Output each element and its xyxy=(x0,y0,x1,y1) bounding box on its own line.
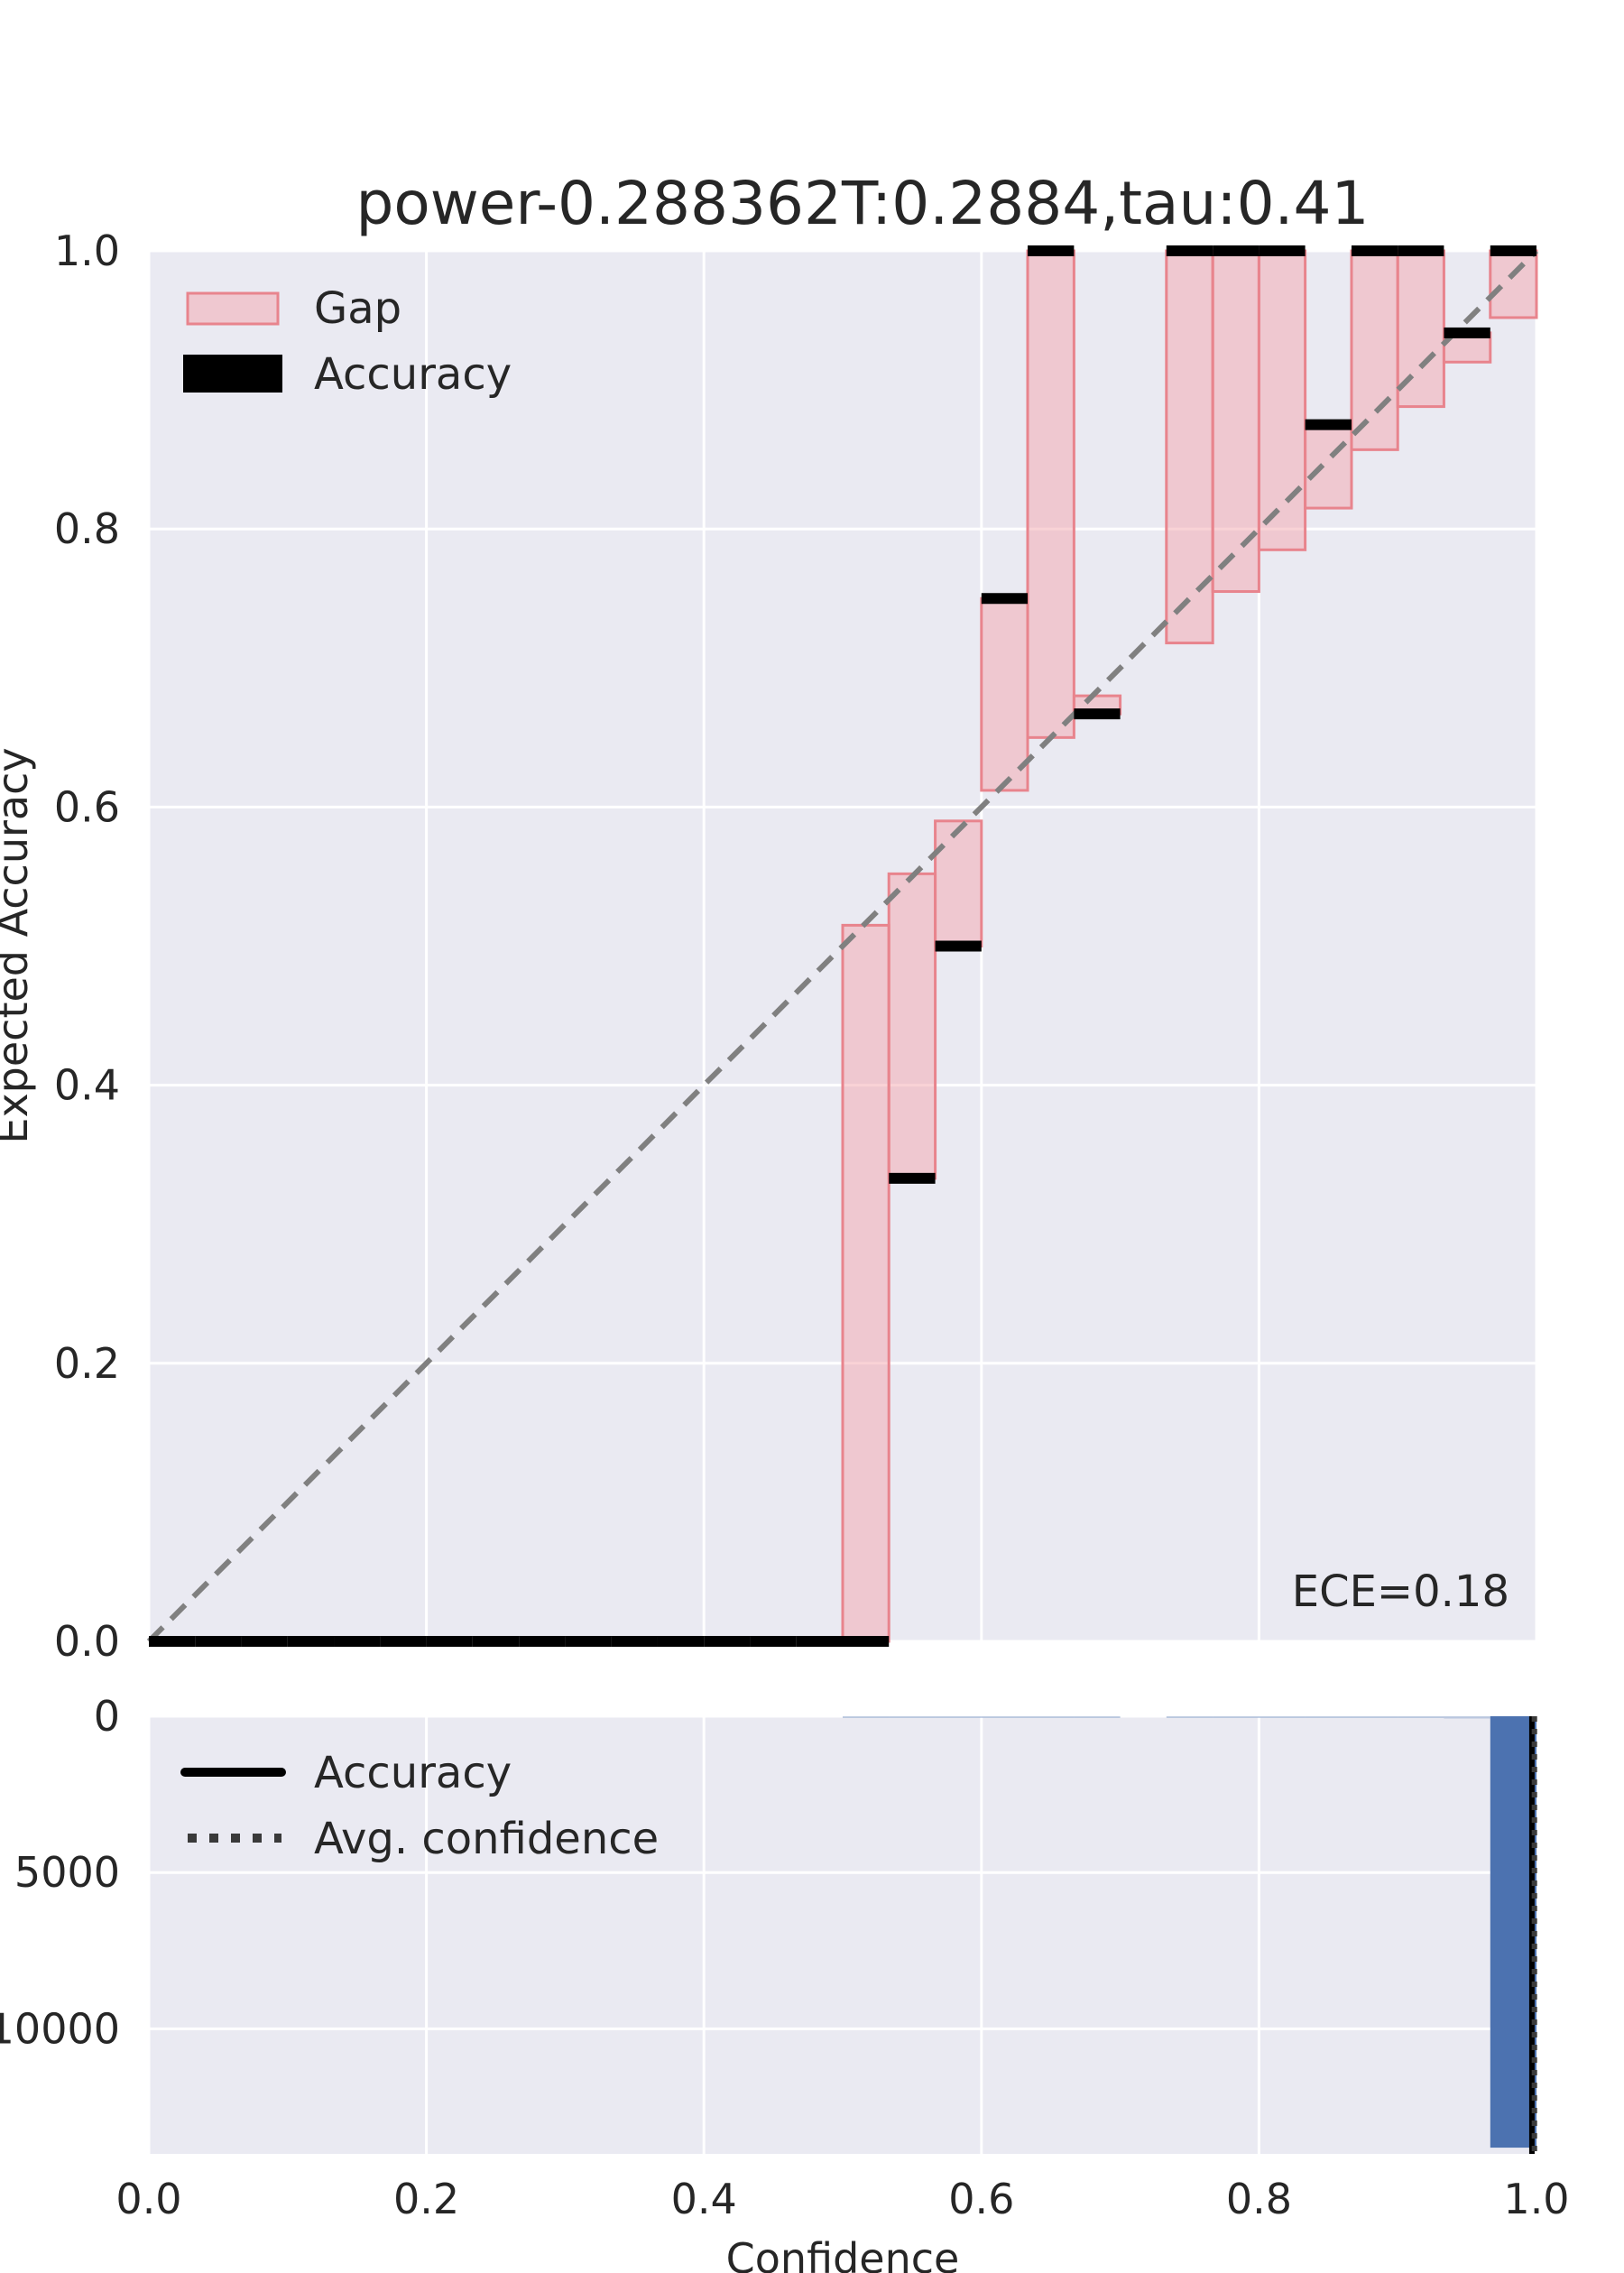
gap-bar xyxy=(1304,423,1353,510)
gap-bar xyxy=(887,872,937,1180)
y-tick-label: 0.6 xyxy=(54,782,120,831)
accuracy-mark xyxy=(1213,245,1260,256)
histogram-bar xyxy=(1166,1716,1213,1718)
gap-bar xyxy=(1165,249,1214,645)
x-axis-label: Confidence xyxy=(726,2234,960,2273)
gap-bar xyxy=(841,923,890,1643)
y-tick-label: 0.8 xyxy=(54,504,120,553)
histogram-bar xyxy=(843,1716,890,1718)
accuracy-marks xyxy=(149,245,1536,1647)
accuracy-mark xyxy=(1074,708,1121,720)
legend-gap-swatch xyxy=(186,291,280,326)
histogram-x-ticks: 0.0 0.2 0.4 0.6 0.8 1.0 xyxy=(115,2175,1569,2223)
accuracy-mark xyxy=(472,1636,520,1647)
accuracy-mark xyxy=(611,1636,658,1647)
histogram-bar xyxy=(1213,1716,1260,1718)
accuracy-mark xyxy=(565,1636,612,1647)
accuracy-mark xyxy=(241,1636,288,1647)
accuracy-mark xyxy=(195,1636,242,1647)
y-tick-label: 10000 xyxy=(0,2004,120,2053)
legend-avg-confidence-label: Avg. confidence xyxy=(314,1814,659,1864)
legend-accuracy-label: Accuracy xyxy=(314,349,512,400)
histogram-panel-background xyxy=(149,1716,1536,2154)
legend-gap-label: Gap xyxy=(314,283,401,334)
y-tick-label: 0.0 xyxy=(54,1617,120,1666)
histogram-bar xyxy=(889,1716,936,1718)
x-tick-label: 0.6 xyxy=(948,2175,1014,2223)
gap-bar xyxy=(1211,249,1260,594)
accuracy-mark xyxy=(1444,327,1490,338)
y-tick-label: 5000 xyxy=(14,1848,120,1897)
y-tick-label: 0.2 xyxy=(54,1339,120,1388)
x-tick-label: 0.4 xyxy=(671,2175,737,2223)
legend-accuracy-swatch xyxy=(183,355,282,393)
accuracy-mark xyxy=(796,1636,843,1647)
reliability-y-ticks: 0.0 0.2 0.4 0.6 0.8 1.0 xyxy=(54,226,120,1666)
x-tick-label: 0.0 xyxy=(115,2175,181,2223)
histogram-bar xyxy=(1351,1716,1398,1718)
accuracy-mark xyxy=(889,1172,936,1184)
chart-title: power-0.288362T:0.2884,tau:0.41 xyxy=(355,169,1369,238)
accuracy-mark xyxy=(935,940,982,952)
accuracy-mark xyxy=(1398,245,1444,256)
accuracy-mark xyxy=(380,1636,427,1647)
gap-bar xyxy=(934,819,983,947)
histogram-legend: Accuracy Avg. confidence xyxy=(180,1748,659,1864)
accuracy-mark xyxy=(426,1636,473,1647)
histogram-grid xyxy=(147,1714,1538,2154)
gap-bar xyxy=(1350,249,1399,451)
x-tick-label: 0.8 xyxy=(1226,2175,1292,2223)
histogram-panel: 0 5000 10000 0.0 0.2 0.4 0.6 0.8 1.0 Confidence… xyxy=(0,1692,1570,2273)
accuracy-mark xyxy=(1028,245,1075,256)
accuracy-mark xyxy=(843,1636,890,1647)
histogram-bar xyxy=(935,1716,982,1718)
accuracy-mark xyxy=(657,1636,705,1647)
histogram-bar xyxy=(1305,1716,1352,1718)
histogram-bar xyxy=(1398,1716,1444,1718)
histogram-bar xyxy=(1074,1716,1121,1718)
histogram-bar xyxy=(1490,1716,1536,2148)
legend-hist-accuracy-label: Accuracy xyxy=(314,1748,512,1798)
x-tick-label: 0.2 xyxy=(393,2175,459,2223)
accuracy-mark xyxy=(981,593,1029,605)
histogram-bars xyxy=(843,1716,1536,2148)
x-tick-label: 1.0 xyxy=(1503,2175,1569,2223)
accuracy-mark xyxy=(1351,245,1398,256)
y-tick-label: 1.0 xyxy=(54,226,120,275)
accuracy-mark xyxy=(519,1636,566,1647)
gap-bar xyxy=(980,596,1029,792)
histogram-bar xyxy=(1259,1716,1306,1718)
histogram-bar xyxy=(1028,1716,1075,1718)
y-tick-label: 0 xyxy=(94,1692,120,1741)
histogram-bar xyxy=(1444,1716,1490,1719)
reliability-y-axis-label: Expected Accuracy xyxy=(0,747,37,1143)
accuracy-mark xyxy=(750,1636,797,1647)
histogram-bar xyxy=(981,1716,1029,1718)
gap-bar xyxy=(1026,249,1075,739)
accuracy-mark xyxy=(704,1636,751,1647)
gap-bar xyxy=(1257,249,1307,551)
accuracy-mark xyxy=(149,1636,196,1647)
perfect-calibration-line xyxy=(146,248,1539,1644)
accuracy-mark xyxy=(334,1636,381,1647)
accuracy-mark xyxy=(1490,245,1536,256)
reliability-panel: 0.0 0.2 0.4 0.6 0.8 1.0 Expected Accuracy ECE… xyxy=(0,226,1539,1666)
ece-annotation: ECE=0.18 xyxy=(1292,1566,1509,1617)
accuracy-mark xyxy=(1259,245,1306,256)
gap-bar xyxy=(1489,249,1538,319)
accuracy-mark xyxy=(1166,245,1213,256)
accuracy-mark xyxy=(1305,419,1352,430)
y-tick-label: 0.4 xyxy=(54,1061,120,1110)
reliability-legend: Gap Accuracy xyxy=(183,283,512,400)
histogram-y-ticks: 0 5000 10000 xyxy=(0,1692,120,2053)
accuracy-mark xyxy=(287,1636,335,1647)
